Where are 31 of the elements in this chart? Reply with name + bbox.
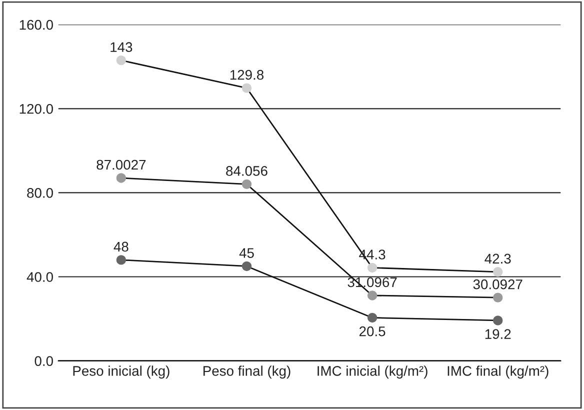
point bbox=[242, 179, 252, 190]
data-label: 87.0027 bbox=[96, 160, 146, 170]
point bbox=[367, 290, 378, 300]
data-label: 30.0927 bbox=[473, 279, 522, 290]
point bbox=[493, 316, 503, 326]
point bbox=[367, 262, 378, 273]
y-tick-label: 160.0 bbox=[20, 20, 53, 30]
data-label: 143 bbox=[110, 42, 132, 52]
point bbox=[116, 173, 126, 183]
data-label: 84.056 bbox=[226, 166, 268, 176]
point bbox=[116, 55, 126, 66]
point bbox=[116, 255, 126, 265]
point bbox=[242, 83, 252, 93]
y-tick-label: 40.0 bbox=[26, 272, 53, 282]
x-tick-label: IMC inicial (kg/m²) bbox=[318, 366, 428, 379]
point bbox=[493, 292, 503, 302]
point bbox=[367, 312, 378, 323]
x-tick-label: Peso final (kg) bbox=[203, 366, 290, 379]
data-label: 129.8 bbox=[230, 70, 264, 80]
point bbox=[493, 267, 503, 277]
data-label: 48 bbox=[114, 242, 128, 252]
y-tick-label: 120.0 bbox=[20, 104, 53, 114]
x-tick-label: Peso inicial (kg) bbox=[73, 366, 170, 379]
data-label: 42.3 bbox=[484, 254, 511, 264]
point bbox=[242, 261, 252, 272]
y-tick-label: 80.0 bbox=[27, 188, 53, 198]
y-tick-label: 0.0 bbox=[34, 356, 53, 366]
x-tick-label: IMC final (kg/m²) bbox=[448, 366, 548, 379]
data-label: 19.2 bbox=[485, 329, 511, 339]
data-label: 45 bbox=[239, 248, 254, 258]
data-label: 20.5 bbox=[359, 326, 386, 336]
